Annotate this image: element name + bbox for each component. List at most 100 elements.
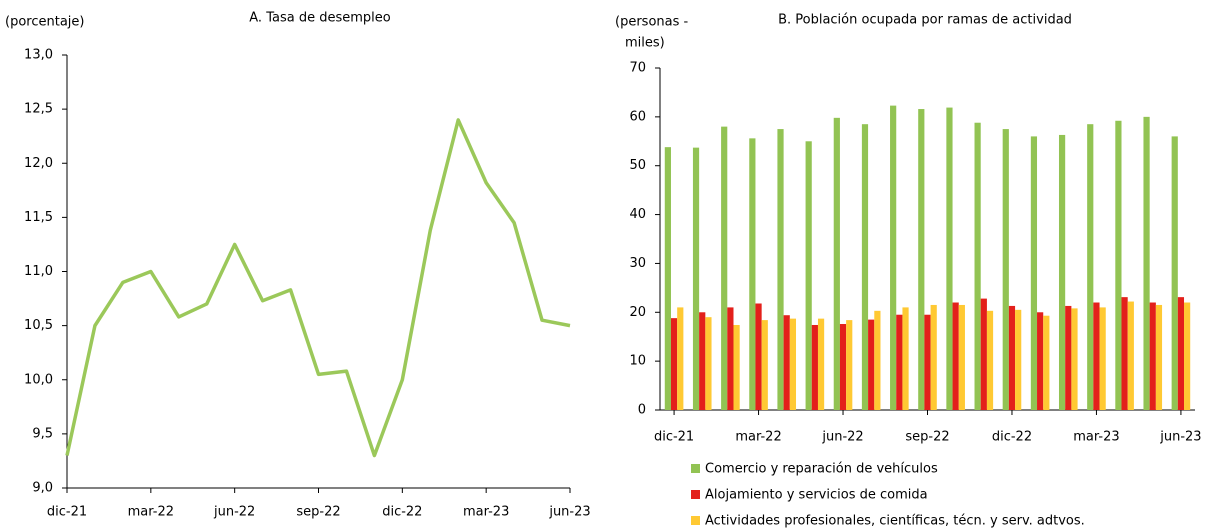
- legend-swatch: [691, 490, 700, 499]
- line-series: [65, 118, 571, 458]
- legend-label: Actividades profesionales, científicas, …: [705, 514, 1085, 529]
- x-tick-label: jun-22: [213, 505, 255, 520]
- legend-label: Alojamiento y servicios de comida: [705, 488, 928, 503]
- x-tick-label: dic-22: [382, 505, 422, 520]
- bar: [777, 129, 784, 411]
- bar: [761, 320, 768, 410]
- y-tick-label: 12,0: [24, 156, 53, 171]
- y-tick-label: 30: [629, 256, 646, 271]
- bar: [980, 298, 987, 410]
- bar: [1143, 116, 1150, 410]
- bar: [749, 138, 756, 410]
- y-tick-label: 11,5: [24, 210, 53, 225]
- x-tick-label: mar-23: [1073, 430, 1119, 445]
- y-tick-label: 10,0: [24, 372, 53, 387]
- bar: [1030, 136, 1038, 410]
- bar: [1171, 136, 1178, 410]
- bar: [958, 304, 965, 410]
- bar: [952, 302, 959, 410]
- bar: [1002, 129, 1009, 411]
- bar: [974, 122, 981, 410]
- y-tick-label: 40: [629, 207, 646, 222]
- bar: [664, 147, 671, 411]
- y-tick-label: 0: [638, 403, 646, 418]
- bar: [727, 307, 734, 410]
- bar: [1127, 301, 1134, 410]
- chart-title: A. Tasa de desempleo: [249, 11, 390, 26]
- bar: [833, 117, 840, 410]
- bar: [677, 307, 684, 410]
- bar: [733, 324, 740, 410]
- bar: [1093, 302, 1100, 410]
- bar: [692, 147, 700, 410]
- y-tick-label: 13,0: [24, 48, 53, 63]
- bar: [868, 319, 875, 410]
- bar: [705, 317, 712, 410]
- bar: [1087, 124, 1094, 410]
- bar: [755, 303, 762, 410]
- bar: [1037, 312, 1044, 410]
- x-tick-label: sep-22: [296, 505, 340, 520]
- bar: [902, 307, 909, 410]
- x-tick-label: sep-22: [905, 430, 949, 445]
- bar: [1177, 297, 1185, 410]
- bar: [783, 315, 790, 410]
- y-axis-label: (personas -: [615, 15, 689, 30]
- y-tick-label: 60: [629, 109, 646, 124]
- bar: [890, 105, 897, 411]
- y-tick-label: 20: [629, 305, 646, 320]
- bar: [670, 318, 678, 410]
- bar: [1015, 309, 1022, 410]
- y-tick-label: 12,5: [24, 102, 53, 117]
- bar: [930, 304, 937, 410]
- bar: [918, 109, 925, 410]
- y-tick-label: 9,5: [32, 426, 53, 441]
- bar: [1008, 305, 1016, 410]
- bar: [699, 312, 706, 410]
- x-tick-label: dic-21: [47, 505, 87, 520]
- bar: [817, 318, 825, 410]
- bar: [946, 107, 953, 411]
- bar: [1149, 302, 1156, 410]
- bar: [1155, 304, 1163, 410]
- x-tick-label: dic-22: [992, 430, 1032, 445]
- bar: [1115, 120, 1122, 410]
- chart-title: B. Población ocupada por ramas de activi…: [778, 13, 1072, 28]
- legend-swatch: [691, 516, 700, 525]
- bar: [811, 324, 818, 410]
- bar: [1065, 305, 1072, 410]
- x-tick-label: dic-21: [654, 430, 694, 445]
- bar: [805, 141, 812, 411]
- y-tick-label: 11,0: [24, 264, 53, 279]
- y-tick-label: 50: [629, 158, 646, 173]
- x-tick-label: mar-22: [128, 505, 174, 520]
- x-tick-label: mar-23: [463, 505, 509, 520]
- bar: [1043, 315, 1050, 410]
- bar: [846, 320, 853, 410]
- x-tick-label: jun-22: [821, 430, 863, 445]
- bar: [1058, 134, 1066, 411]
- legend-swatch: [691, 464, 700, 473]
- bar: [839, 324, 847, 410]
- y-tick-label: 9,0: [32, 481, 53, 496]
- y-tick-label: 10: [629, 354, 646, 369]
- y-axis-label: miles): [625, 36, 665, 51]
- bar: [861, 124, 869, 410]
- y-tick-label: 10,5: [24, 318, 53, 333]
- bar: [721, 126, 728, 410]
- x-tick-label: jun-23: [548, 505, 590, 520]
- x-tick-label: jun-23: [1159, 430, 1201, 445]
- bar: [874, 310, 881, 410]
- x-tick-label: mar-22: [735, 430, 781, 445]
- legend-label: Comercio y reparación de vehículos: [705, 462, 938, 477]
- bar: [1184, 302, 1191, 410]
- y-tick-label: 70: [629, 61, 646, 76]
- bar: [1121, 297, 1128, 410]
- bar: [924, 314, 931, 410]
- bar: [1099, 307, 1106, 410]
- bar: [789, 318, 797, 410]
- bar: [986, 310, 994, 410]
- y-axis-label: (porcentaje): [5, 15, 84, 30]
- bar: [896, 314, 903, 410]
